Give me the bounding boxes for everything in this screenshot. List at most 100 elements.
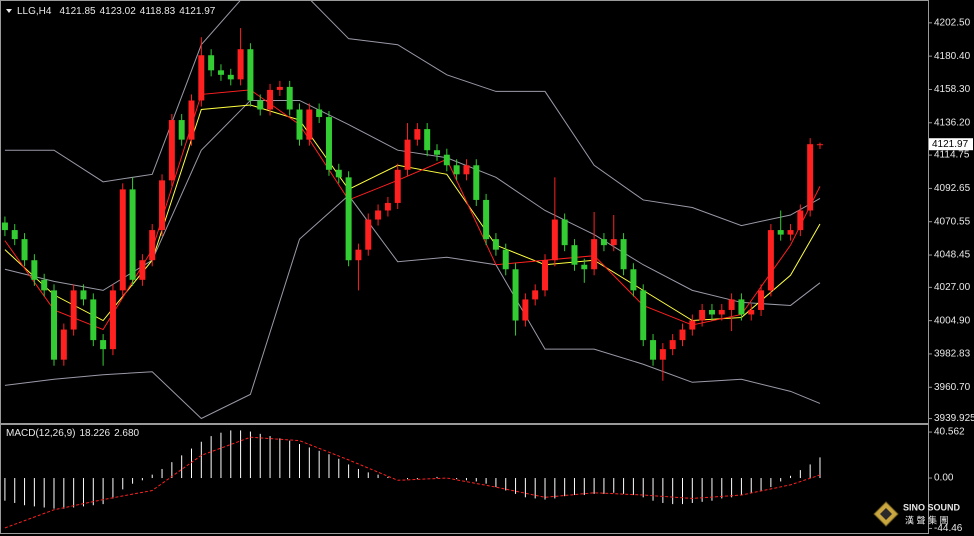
candle-body [669, 340, 676, 350]
candle-body [316, 109, 323, 118]
candle-body [591, 239, 598, 270]
candle-body [463, 165, 470, 175]
candle-body [807, 144, 814, 211]
candle-body [532, 290, 539, 300]
candle-body [473, 165, 480, 200]
candle-body [718, 309, 725, 315]
candle-body [699, 309, 706, 321]
logo-inner [880, 508, 892, 520]
candle-body [267, 89, 274, 110]
y-tick-label: 4070.55 [934, 216, 971, 227]
candle-body [777, 230, 784, 235]
candle-body [276, 86, 283, 90]
y-tick-label: 4180.40 [934, 51, 971, 62]
candle-body [355, 249, 362, 261]
macd-title: MACD(12,26,9) [6, 428, 75, 439]
candle-body [600, 239, 607, 246]
y-tick-label: 4092.65 [934, 183, 971, 194]
header-high: 4123.02 [100, 6, 137, 17]
candle-body [650, 340, 657, 360]
candle-body [581, 264, 588, 270]
candle-body [659, 349, 666, 360]
header-low: 4118.83 [140, 6, 176, 17]
candle-body [414, 129, 421, 140]
indicator-line [4, 104, 821, 322]
main-plot [1, 1, 823, 420]
logo: SINO SOUND 漢 聲 集 團 [873, 501, 961, 527]
candle-body [21, 239, 28, 261]
candle-body [325, 117, 332, 170]
candle-body [816, 144, 823, 146]
candle-body [424, 129, 431, 151]
candle-body [797, 210, 804, 231]
candle-body [178, 120, 185, 140]
candle-body [571, 245, 578, 265]
y-tick-label: 4114.75 [934, 150, 970, 161]
candle-body [41, 279, 48, 291]
y-tick-label: 4158.30 [934, 84, 971, 95]
y-tick-label: 4202.50 [934, 17, 971, 28]
y-tick-label: 3982.83 [934, 349, 971, 360]
candle-body [542, 260, 549, 291]
candle-body [257, 100, 264, 110]
symbol: LLG,H4 [17, 6, 52, 17]
macd-panel [0, 424, 929, 534]
candle-body [551, 219, 558, 261]
indicator-line [4, 194, 821, 420]
candle-body [1, 222, 8, 231]
y-tick-label: 4136.20 [934, 117, 971, 128]
y-tick-label: 4048.45 [934, 250, 971, 261]
candle-body [227, 74, 234, 80]
chart-header: LLG,H4 4121.85 4123.02 4118.83 4121.97 [17, 6, 216, 17]
logo-name: SINO SOUND [903, 502, 961, 512]
candle-body [738, 299, 745, 315]
y-tick-label: 3960.70 [934, 382, 971, 393]
candle-body [60, 329, 67, 360]
header-close: 4121.97 [179, 6, 216, 17]
candle-body [433, 150, 440, 155]
header-open: 4121.85 [59, 6, 96, 17]
candle-body [404, 139, 411, 170]
candle-body [51, 290, 58, 360]
y-tick-label: 0.00 [934, 473, 954, 484]
candle-body [237, 49, 244, 80]
candle-body [217, 70, 224, 75]
candle-body [394, 169, 401, 203]
candle-body [286, 86, 293, 110]
candle-body [100, 340, 107, 350]
candle-body [610, 239, 617, 246]
macd-signal: 2.680 [114, 428, 139, 439]
macd-main: 18.226 [79, 428, 110, 439]
y-tick-label: 40.562 [934, 427, 965, 438]
candle-body [502, 249, 509, 270]
candle-body [335, 169, 342, 178]
candle-body [168, 120, 175, 181]
signal-line [4, 436, 821, 529]
candle-body [728, 299, 735, 310]
y-tick-label: 4027.00 [934, 282, 971, 293]
candle-body [443, 154, 450, 166]
candle-body [767, 230, 774, 291]
candle-body [11, 230, 18, 240]
menu-arrow [6, 9, 12, 13]
candle-body [561, 219, 568, 246]
candle-body [640, 290, 647, 341]
candle-body [90, 299, 97, 341]
candle-body [384, 202, 391, 211]
candle-body [149, 230, 156, 261]
candle-body [689, 320, 696, 330]
candle-body [119, 189, 126, 291]
candle-body [758, 290, 765, 310]
logo-subtitle: 漢 聲 集 團 [905, 514, 949, 525]
candle-body [208, 55, 215, 71]
candle-body [306, 109, 313, 140]
candle-body [483, 199, 490, 240]
candle-body [708, 309, 715, 315]
macd-plot [4, 430, 821, 529]
candle-body [188, 100, 195, 140]
candle-body [159, 180, 166, 231]
y-tick-label: 4004.90 [934, 315, 971, 326]
y-tick-label: -44.46 [934, 523, 963, 534]
